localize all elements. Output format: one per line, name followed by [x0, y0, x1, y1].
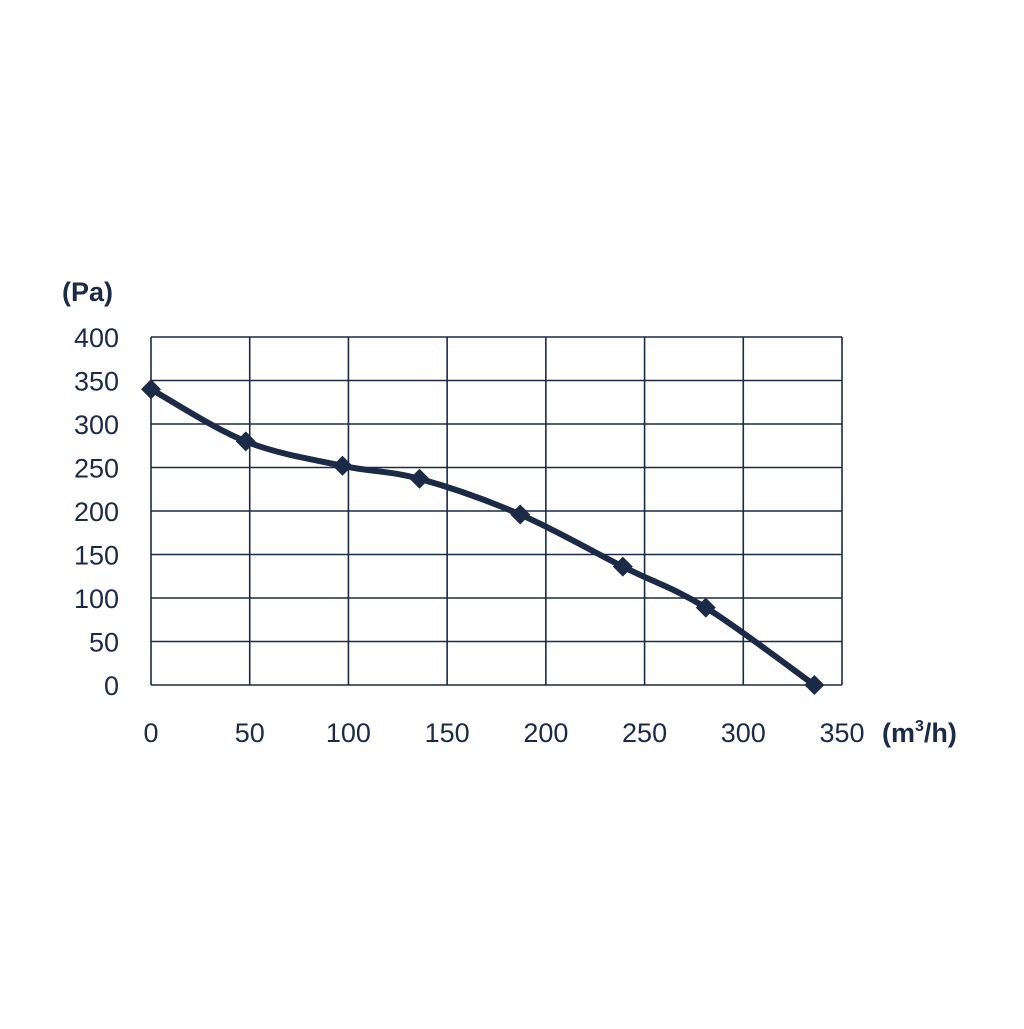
data-point-marker	[510, 504, 531, 525]
y-tick-label: 400	[74, 323, 119, 353]
data-point-marker	[612, 556, 633, 577]
x-tick-label: 300	[721, 718, 766, 748]
y-tick-label: 250	[74, 454, 119, 484]
x-tick-label: 50	[235, 718, 265, 748]
y-tick-label: 150	[74, 541, 119, 571]
series	[141, 379, 825, 695]
x-tick-label: 100	[326, 718, 371, 748]
y-tick-label: 100	[74, 584, 119, 614]
y-tick-label: 200	[74, 497, 119, 527]
x-axis-label-prefix: (m	[882, 718, 915, 748]
data-point-marker	[141, 379, 161, 400]
y-axis-ticks: 400 350 300 250 200 150 100 50 0	[74, 323, 119, 701]
y-tick-label: 0	[104, 671, 119, 701]
data-point-marker	[409, 468, 430, 489]
x-axis-label: (m3/h)	[882, 718, 957, 748]
grid	[150, 336, 843, 686]
x-tick-label: 0	[143, 718, 158, 748]
data-point-marker	[695, 597, 716, 618]
data-point-marker	[235, 431, 256, 452]
x-axis-label-superscript: 3	[915, 718, 924, 735]
x-tick-label: 250	[622, 718, 667, 748]
y-tick-label: 300	[74, 410, 119, 440]
x-tick-label: 350	[819, 718, 864, 748]
data-point-marker	[332, 455, 353, 476]
x-tick-label: 200	[523, 718, 568, 748]
x-axis-ticks: 0 50 100 150 200 250 300 350	[143, 718, 864, 748]
data-point-marker	[804, 675, 825, 695]
y-axis-label: (Pa)	[62, 277, 113, 307]
y-tick-label: 350	[74, 367, 119, 397]
y-tick-label: 50	[89, 628, 119, 658]
x-tick-label: 150	[425, 718, 470, 748]
x-axis-label-suffix: /h)	[924, 718, 957, 748]
